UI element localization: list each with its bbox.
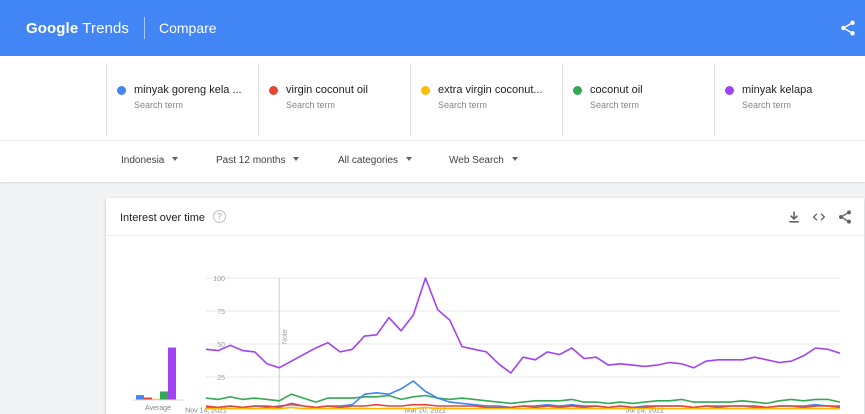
chevron-down-icon (406, 157, 413, 161)
search-term-3[interactable]: extra virgin coconut... Search term (410, 64, 562, 136)
term-color-dot (421, 85, 430, 95)
search-term-4[interactable]: coconut oil Search term (562, 64, 714, 136)
filters-bar: Indonesia Past 12 months All categories … (0, 140, 865, 182)
share-icon[interactable] (837, 209, 853, 225)
note-label: Note (282, 329, 289, 344)
term-label: coconut oil (590, 84, 643, 96)
term-color-dot (269, 85, 278, 95)
term-color-dot (573, 85, 582, 95)
category-value: All categories (338, 155, 399, 166)
region-dropdown[interactable]: Indonesia (121, 155, 179, 166)
x-tick-label: Mar 20, 2022 (405, 408, 446, 414)
help-icon[interactable]: ? (213, 210, 226, 223)
term-type: Search term (134, 100, 184, 110)
card-divider (106, 235, 864, 236)
y-tick-label: 100 (213, 276, 225, 283)
average-label: Average (145, 405, 171, 412)
term-label: extra virgin coconut... (438, 84, 543, 96)
search-term-2[interactable]: virgin coconut oil Search term (258, 64, 410, 136)
google-trends-logo[interactable]: Google Trends (26, 20, 129, 37)
period-value: Past 12 months (216, 155, 286, 166)
logo-trends-text: Trends (82, 19, 129, 37)
term-label: minyak goreng kela ... (134, 84, 242, 96)
page-title: Compare (159, 20, 217, 36)
term-type: Search term (590, 100, 640, 110)
search-type-value: Web Search (449, 155, 504, 166)
interest-over-time-card: Interest over time ? 100 75 50 25 Average Not… (106, 198, 864, 414)
logo-google-text: Google (26, 19, 79, 37)
series-line (205, 277, 841, 374)
average-bar (168, 347, 176, 400)
chevron-down-icon (511, 157, 518, 161)
search-type-dropdown[interactable]: Web Search (449, 155, 518, 166)
term-label: minyak kelapa (742, 84, 813, 96)
top-app-bar: Google Trends Compare (0, 0, 865, 56)
search-term-1[interactable]: minyak goreng kela ... Search term (106, 64, 258, 136)
y-tick-label: 75 (217, 309, 225, 316)
search-terms-bar: minyak goreng kela ... Search term virgi… (0, 56, 865, 140)
term-type: Search term (438, 100, 488, 110)
card-title: Interest over time (120, 212, 205, 224)
series-line (205, 393, 841, 405)
term-type: Search term (742, 100, 792, 110)
y-tick-label: 25 (217, 375, 225, 382)
y-tick-label: 50 (217, 342, 225, 349)
x-tick-label: Jul 24, 2022 (626, 408, 664, 414)
region-value: Indonesia (121, 155, 165, 166)
series-line (206, 380, 840, 409)
average-bar (144, 397, 152, 400)
average-bar (136, 395, 144, 400)
term-label: virgin coconut oil (286, 84, 368, 96)
category-dropdown[interactable]: All categories (338, 155, 413, 166)
average-bar (160, 391, 168, 400)
term-type: Search term (286, 100, 336, 110)
term-color-dot (117, 85, 126, 95)
average-bar (152, 398, 160, 400)
period-dropdown[interactable]: Past 12 months (216, 155, 300, 166)
header-divider (144, 17, 145, 39)
series-line (206, 406, 840, 410)
interest-over-time-chart: 100 75 50 25 Average Note Nov 14, 2021 Mar 20, … (132, 276, 841, 414)
series-line (205, 402, 841, 409)
embed-icon[interactable] (811, 209, 827, 225)
chevron-down-icon (293, 157, 300, 161)
x-tick-label: Nov 14, 2021 (185, 408, 227, 414)
download-icon[interactable] (786, 209, 802, 225)
term-color-dot (725, 85, 734, 95)
search-term-5[interactable]: minyak kelapa Search term (714, 64, 865, 136)
chevron-down-icon (172, 157, 179, 161)
share-icon[interactable] (839, 19, 857, 37)
